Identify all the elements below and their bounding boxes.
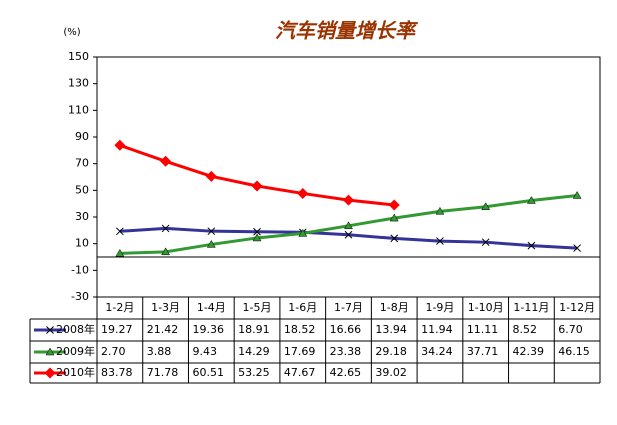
- marker: [526, 195, 536, 204]
- x-tick-label: 1-11月: [513, 301, 549, 314]
- legend-label: 2009年: [56, 344, 95, 358]
- x-tick-label: 1-3月: [151, 301, 180, 314]
- marker: [115, 248, 125, 257]
- table-value: 83.78: [101, 366, 133, 379]
- table-value: 19.27: [101, 323, 133, 336]
- marker: [114, 139, 126, 151]
- marker: [527, 241, 536, 250]
- table-value: 9.43: [192, 345, 217, 358]
- marker: [435, 206, 445, 215]
- x-tick-label: 1-2月: [105, 301, 134, 314]
- marker: [45, 347, 55, 356]
- table-value: 37.71: [467, 345, 499, 358]
- marker: [481, 238, 490, 247]
- table-value: 23.38: [330, 345, 362, 358]
- table-value: 53.25: [238, 366, 270, 379]
- marker: [161, 224, 170, 233]
- table-value: 3.88: [147, 345, 172, 358]
- y-tick-label: 130: [68, 77, 89, 90]
- table-value: 11.94: [421, 323, 453, 336]
- table-value: 19.36: [192, 323, 224, 336]
- table-value: 8.52: [513, 323, 538, 336]
- table-value: 60.51: [192, 366, 224, 379]
- marker: [572, 190, 582, 199]
- marker: [206, 239, 216, 248]
- marker: [436, 237, 444, 245]
- table-value: 42.65: [330, 366, 362, 379]
- table-value: 42.39: [513, 345, 545, 358]
- x-tick-label: 1-10月: [468, 301, 504, 314]
- legend-label: 2010年: [56, 365, 95, 379]
- table-value: 39.02: [375, 366, 407, 379]
- table-value: 71.78: [147, 366, 179, 379]
- legend-label: 2008年: [56, 322, 95, 336]
- marker: [573, 244, 581, 252]
- x-tick-label: 1-9月: [425, 301, 454, 314]
- x-tick-label: 1-5月: [243, 301, 272, 314]
- x-tick-label: 1-7月: [334, 301, 363, 314]
- table-value: 46.15: [558, 345, 590, 358]
- marker: [207, 227, 216, 236]
- marker: [205, 170, 217, 182]
- table-value: 2.70: [101, 345, 126, 358]
- x-tick-label: 1-12月: [559, 301, 595, 314]
- y-axis-label: (%): [63, 27, 80, 38]
- series-line: [119, 143, 395, 207]
- series-line: [119, 226, 578, 250]
- marker: [390, 234, 399, 243]
- table-value: 17.69: [284, 345, 316, 358]
- table-value: 34.24: [421, 345, 453, 358]
- marker: [481, 202, 491, 210]
- marker: [252, 233, 262, 242]
- y-tick-label: -30: [71, 290, 89, 303]
- marker: [344, 221, 353, 230]
- marker: [116, 227, 124, 236]
- marker: [251, 180, 263, 192]
- table-value: 18.91: [238, 323, 270, 336]
- marker: [344, 230, 353, 239]
- marker: [253, 227, 261, 236]
- plot-area: [96, 56, 601, 298]
- y-tick-label: 110: [68, 103, 89, 116]
- table-value: 21.42: [147, 323, 179, 336]
- marker: [389, 213, 399, 222]
- table-value: 11.11: [467, 323, 499, 336]
- table-value: 47.67: [284, 366, 316, 379]
- y-tick-label: 50: [75, 183, 89, 196]
- y-tick-label: 90: [75, 130, 89, 143]
- table-value: 18.52: [284, 323, 316, 336]
- y-tick-label: 70: [75, 157, 89, 170]
- marker: [161, 247, 171, 256]
- x-tick-label: 1-6月: [288, 301, 317, 314]
- x-tick-label: 1-4月: [197, 301, 226, 314]
- marker: [44, 367, 56, 379]
- marker: [298, 228, 308, 237]
- marker: [46, 326, 54, 334]
- y-tick-label: 10: [75, 237, 89, 250]
- marker: [343, 194, 354, 206]
- table-value: 6.70: [558, 323, 583, 336]
- y-tick-label: 150: [68, 50, 89, 63]
- marker: [160, 155, 172, 167]
- table-value: 29.18: [375, 345, 407, 358]
- table-value: 13.94: [375, 323, 407, 336]
- x-tick-label: 1-8月: [380, 301, 409, 314]
- marker: [388, 199, 400, 211]
- table-value: 14.29: [238, 345, 270, 358]
- y-tick-label: -10: [71, 263, 89, 276]
- chart-title: 汽车销量增长率: [275, 19, 419, 43]
- y-tick-label: 30: [75, 210, 89, 223]
- table-value: 16.66: [330, 323, 362, 336]
- marker: [297, 187, 309, 199]
